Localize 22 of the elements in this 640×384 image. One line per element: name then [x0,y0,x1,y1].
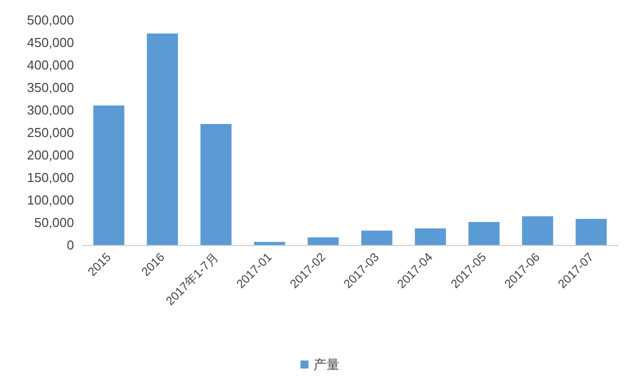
y-tick-label: 50,000 [34,215,74,230]
y-tick-label: 300,000 [27,102,74,118]
legend-label: 产量 [314,357,340,372]
bar [200,124,232,245]
bar [468,222,500,245]
y-tick-label: 500,000 [27,12,74,28]
bar [254,242,286,245]
bar [361,230,392,245]
y-tick-label: 150,000 [27,170,74,185]
y-tick-label: 250,000 [27,125,74,140]
y-tick-label: 400,000 [27,58,74,72]
y-tick-label: 350,000 [27,80,74,95]
bar [414,228,446,245]
bar [522,216,554,245]
bar [146,34,178,245]
y-tick-label: 100,000 [27,192,74,208]
bar [93,106,124,245]
y-tick-label: 200,000 [27,148,74,162]
bar [576,218,607,245]
y-tick-label: 450,000 [27,35,74,50]
y-tick-label: 0 [66,238,74,252]
bar [308,237,339,245]
